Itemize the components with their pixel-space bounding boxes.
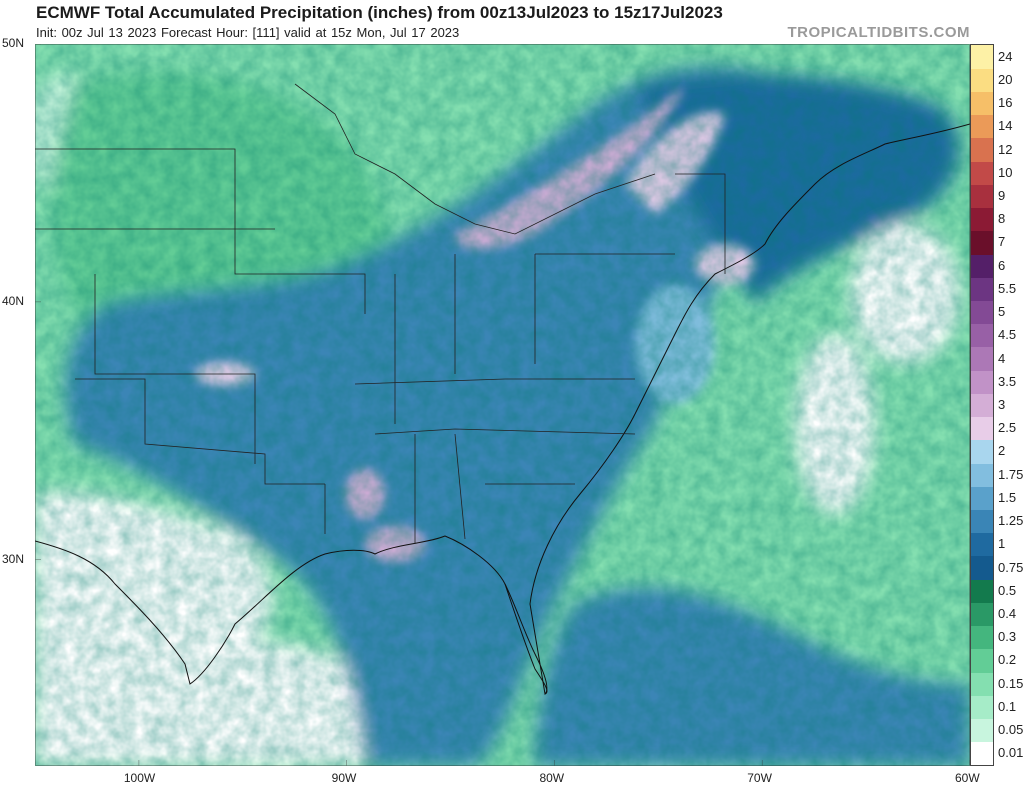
colorbar-label: 4.5 bbox=[998, 327, 1017, 343]
lon-label-90w: 90W bbox=[331, 771, 357, 785]
border-15 bbox=[675, 173, 726, 274]
border-3 bbox=[94, 274, 256, 464]
colorbar-swatch bbox=[971, 718, 993, 743]
colorbar-swatch bbox=[971, 648, 993, 673]
colorbar-swatch bbox=[971, 439, 993, 464]
noise-texture bbox=[35, 44, 970, 766]
colorbar-label: 0.3 bbox=[998, 629, 1017, 645]
colorbar-swatch bbox=[971, 91, 993, 116]
coastline-east bbox=[35, 123, 970, 696]
colorbar-swatch bbox=[971, 579, 993, 603]
border-16 bbox=[294, 83, 656, 235]
colorbar-label: 0.5 bbox=[998, 582, 1017, 598]
colorbar-label: 1 bbox=[998, 536, 1006, 552]
colorbar-label: 8 bbox=[998, 211, 1006, 227]
colorbar-label: 0.75 bbox=[998, 559, 1024, 575]
lon-label-80w: 80W bbox=[539, 771, 565, 785]
lat-label-40n: 40N bbox=[2, 293, 25, 308]
colorbar-label: 12 bbox=[998, 141, 1013, 157]
colorbar-label: 3 bbox=[998, 397, 1006, 412]
colorbar-label: 1.5 bbox=[998, 489, 1017, 505]
colorbar-label: 6 bbox=[998, 257, 1006, 273]
colorbar-label: 0.1 bbox=[998, 698, 1017, 714]
colorbar-swatch bbox=[971, 68, 993, 92]
colorbar-swatch bbox=[971, 346, 993, 371]
lon-label-70w: 70W bbox=[747, 771, 772, 785]
colorbar-swatch bbox=[971, 625, 993, 650]
source-watermark: TROPICALTIDBITS.COM bbox=[787, 24, 970, 41]
colorbar-label: 20 bbox=[998, 71, 1013, 87]
border-7 bbox=[374, 428, 636, 435]
graticule bbox=[35, 44, 970, 766]
colorbar-label: 0.4 bbox=[998, 606, 1017, 622]
colorbar-swatch bbox=[971, 602, 993, 627]
border-11 bbox=[454, 433, 466, 540]
precipitation-colorbar bbox=[970, 44, 994, 766]
colorbar-label: 2 bbox=[998, 443, 1006, 459]
colorbar-label: 4 bbox=[998, 350, 1006, 366]
colorbar-swatch bbox=[971, 695, 993, 720]
colorbar-swatch bbox=[971, 184, 993, 209]
colorbar-swatch bbox=[971, 323, 993, 348]
colorbar-swatch bbox=[971, 114, 993, 139]
colorbar-label: 1.75 bbox=[998, 466, 1024, 482]
border-1 bbox=[35, 148, 366, 314]
colorbar-swatch bbox=[971, 137, 993, 162]
map-title: ECMWF Total Accumulated Precipitation (i… bbox=[36, 3, 723, 22]
colorbar-swatch bbox=[971, 277, 993, 301]
map-frame bbox=[35, 44, 970, 766]
colorbar-label: 24 bbox=[998, 48, 1013, 64]
precipitation-map bbox=[35, 44, 970, 766]
colorbar-label: 9 bbox=[998, 187, 1006, 203]
colorbar-swatch bbox=[971, 370, 993, 394]
colorbar-swatch bbox=[971, 509, 993, 534]
colorbar-swatch bbox=[971, 393, 993, 418]
colorbar-label: 1.25 bbox=[998, 513, 1024, 529]
colorbar-label: 10 bbox=[998, 164, 1013, 180]
colorbar-label: 5.5 bbox=[998, 280, 1017, 296]
border-6 bbox=[354, 378, 635, 385]
state-borders bbox=[35, 83, 726, 544]
colorbar-label: 0.2 bbox=[998, 652, 1017, 668]
colorbar-label: 0.15 bbox=[998, 675, 1024, 691]
colorbar-swatch bbox=[971, 416, 993, 441]
colorbar-label: 16 bbox=[998, 95, 1013, 111]
colorbar-swatch bbox=[971, 161, 993, 185]
lon-label-60w: 60W bbox=[955, 771, 980, 785]
colorbar-swatch bbox=[971, 555, 993, 580]
colorbar-swatch bbox=[971, 463, 993, 487]
border-4 bbox=[75, 378, 325, 485]
colorbar-swatch bbox=[971, 254, 993, 278]
colorbar-swatch bbox=[971, 45, 993, 69]
lon-label-100w: 100W bbox=[123, 771, 156, 785]
colorbar-label: 2.5 bbox=[998, 420, 1017, 436]
map-subtitle: Init: 00z Jul 13 2023 Forecast Hour: [11… bbox=[36, 25, 460, 40]
colorbar-swatch bbox=[971, 672, 993, 696]
colorbar-label: 14 bbox=[998, 118, 1013, 134]
coastline-florida bbox=[504, 583, 548, 695]
lat-label-30n: 30N bbox=[2, 551, 25, 566]
colorbar-swatch bbox=[971, 532, 993, 557]
colorbar-label: 7 bbox=[998, 234, 1006, 250]
colorbar-swatch bbox=[971, 230, 993, 255]
colorbar-label: 3.5 bbox=[998, 373, 1017, 389]
colorbar-swatch bbox=[971, 741, 993, 766]
colorbar-swatch bbox=[971, 300, 993, 325]
colorbar-swatch bbox=[971, 486, 993, 510]
colorbar-label: 0.01 bbox=[998, 745, 1024, 761]
coastlines-borders bbox=[35, 123, 970, 696]
colorbar-label: 0.05 bbox=[998, 722, 1024, 738]
colorbar-label: 5 bbox=[998, 304, 1006, 320]
colorbar-swatch bbox=[971, 207, 993, 232]
lat-label-50n: 50N bbox=[2, 36, 25, 50]
